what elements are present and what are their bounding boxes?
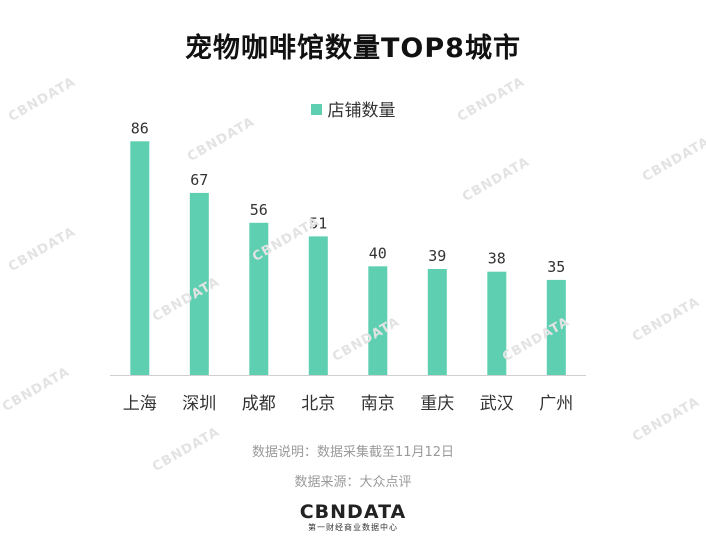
data-note: 数据说明：数据采集截至11月12日	[251, 445, 455, 460]
legend-swatch	[310, 104, 322, 115]
value-label-8: 35	[547, 258, 565, 276]
bar-1	[130, 141, 150, 375]
category-label-7: 武汉	[480, 394, 514, 414]
value-label-4: 51	[309, 214, 327, 232]
data-source: 数据来源：大众点评	[294, 475, 412, 490]
bar-8	[546, 279, 566, 375]
bar-7	[487, 271, 507, 375]
category-label-3: 成都	[242, 394, 276, 414]
value-label-2: 67	[190, 171, 208, 189]
category-label-5: 南京	[361, 394, 395, 414]
value-label-3: 56	[250, 201, 268, 219]
legend-label: 店铺数量	[327, 101, 396, 121]
category-label-6: 重庆	[420, 394, 454, 414]
bar-3	[249, 222, 269, 375]
bar-6	[427, 269, 447, 375]
value-label-7: 38	[488, 250, 506, 268]
chart-title: 宠物咖啡馆数量TOP8城市	[185, 33, 521, 64]
bar-5	[368, 266, 388, 375]
value-label-5: 40	[369, 244, 387, 262]
category-label-2: 深圳	[182, 394, 216, 414]
logo-name: CBNDATA	[299, 501, 407, 523]
category-label-8: 广州	[539, 394, 573, 414]
value-label-6: 39	[428, 247, 446, 265]
category-label-1: 上海	[123, 394, 157, 414]
bar-4	[308, 236, 328, 375]
cbndata-logo: CBNDATA 第一财经商业数据中心	[0, 502, 706, 533]
logo-subtitle: 第一财经商业数据中心	[308, 523, 398, 532]
category-label-4: 北京	[301, 394, 335, 414]
value-label-1: 86	[131, 119, 149, 137]
bar-2	[189, 192, 209, 375]
chart-legend: 店铺数量	[0, 96, 706, 121]
